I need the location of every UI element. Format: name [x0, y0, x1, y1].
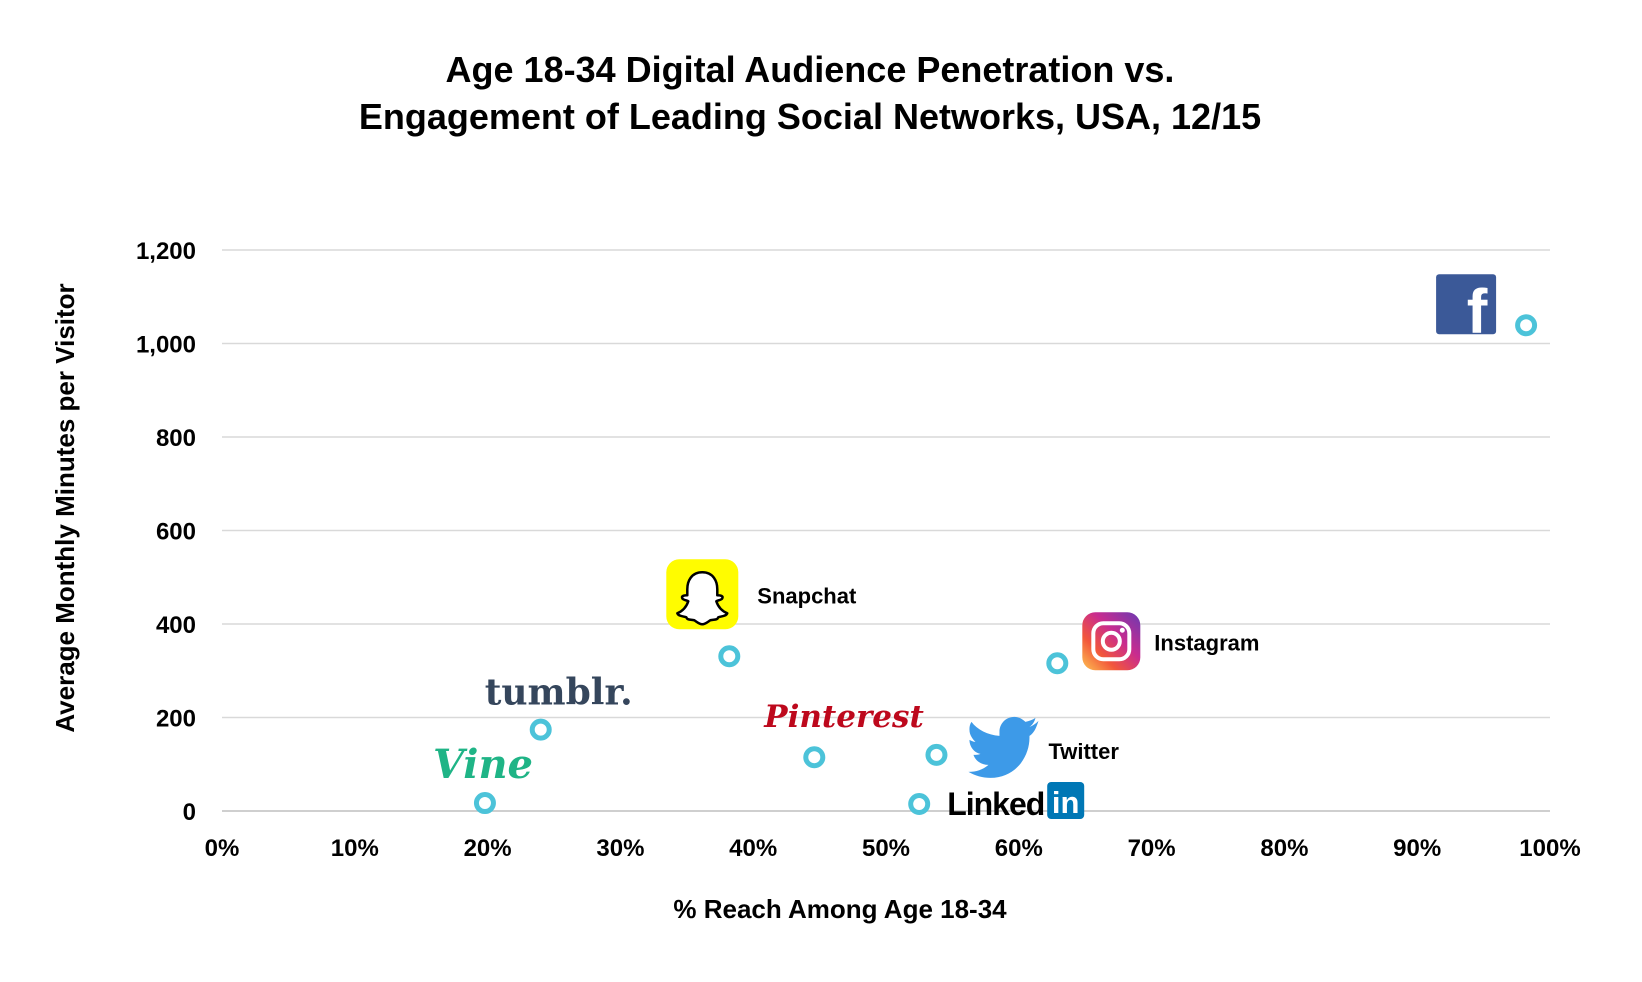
- snapchat-ghost-icon: [666, 559, 739, 630]
- twitter-bird-icon: [968, 716, 1039, 778]
- data-point-vine: [473, 792, 496, 815]
- network-logos: Vine tumblr. Pinterest Snapchat Instagram Twi…: [433, 274, 1497, 822]
- data-point-facebook: [1515, 314, 1538, 337]
- x-tick-label: 0%: [205, 835, 240, 862]
- x-tick-label: 30%: [596, 835, 644, 862]
- x-tick-label: 10%: [331, 835, 379, 862]
- x-tick-label: 20%: [464, 835, 512, 862]
- x-tick-label: 100%: [1519, 835, 1580, 862]
- snapchat-label: Snapchat: [757, 583, 857, 608]
- data-point-snapchat: [718, 645, 741, 668]
- tumblr-logo: tumblr.: [485, 672, 633, 714]
- x-tick-label: 80%: [1260, 835, 1308, 862]
- y-tick-label: 600: [156, 519, 196, 546]
- y-axis-ticks: 0 200 400 600 800 1,000 1,200: [136, 238, 196, 826]
- facebook-f-icon: f: [1436, 274, 1497, 346]
- chart-title-line-2: Engagement of Leading Social Networks, U…: [358, 96, 1262, 137]
- data-point-linkedin: [908, 792, 931, 815]
- instagram-camera-icon: [1082, 612, 1141, 671]
- linkedin-logo-text: Linked: [947, 786, 1044, 822]
- chart-title-line-1: Age 18-34 Digital Audience Penetration v…: [445, 49, 1175, 90]
- x-tick-label: 50%: [862, 835, 910, 862]
- instagram-label: Instagram: [1154, 630, 1259, 655]
- x-axis-ticks: 0% 10% 20% 30% 40% 50% 60% 70% 80% 90% 100%: [205, 835, 1581, 862]
- x-tick-label: 70%: [1128, 835, 1176, 862]
- x-tick-label: 60%: [995, 835, 1043, 862]
- x-tick-label: 90%: [1393, 835, 1441, 862]
- data-point-instagram: [1046, 652, 1069, 675]
- y-tick-label: 1,200: [136, 238, 196, 265]
- y-tick-label: 0: [183, 799, 196, 826]
- y-axis-label: Average Monthly Minutes per Visitor: [50, 283, 80, 732]
- gridlines: [222, 249, 1550, 812]
- y-tick-label: 200: [156, 706, 196, 733]
- y-tick-label: 800: [156, 425, 196, 452]
- data-point-tumblr: [529, 718, 552, 741]
- linkedin-in-letters: in: [1052, 785, 1080, 820]
- y-tick-label: 400: [156, 612, 196, 639]
- linkedin-in-icon: in: [1047, 781, 1085, 820]
- pinterest-logo: Pinterest: [763, 699, 924, 735]
- facebook-f-letter: f: [1467, 277, 1488, 346]
- y-tick-label: 1,000: [136, 332, 196, 359]
- x-tick-label: 40%: [729, 835, 777, 862]
- x-axis-label: % Reach Among Age 18-34: [673, 894, 1007, 924]
- vine-logo: Vine: [433, 741, 533, 788]
- data-point-pinterest: [803, 746, 826, 769]
- twitter-label: Twitter: [1048, 739, 1119, 764]
- chart-title: Age 18-34 Digital Audience Penetration v…: [0, 46, 1620, 140]
- data-points: [473, 314, 1538, 815]
- data-point-twitter: [925, 743, 948, 766]
